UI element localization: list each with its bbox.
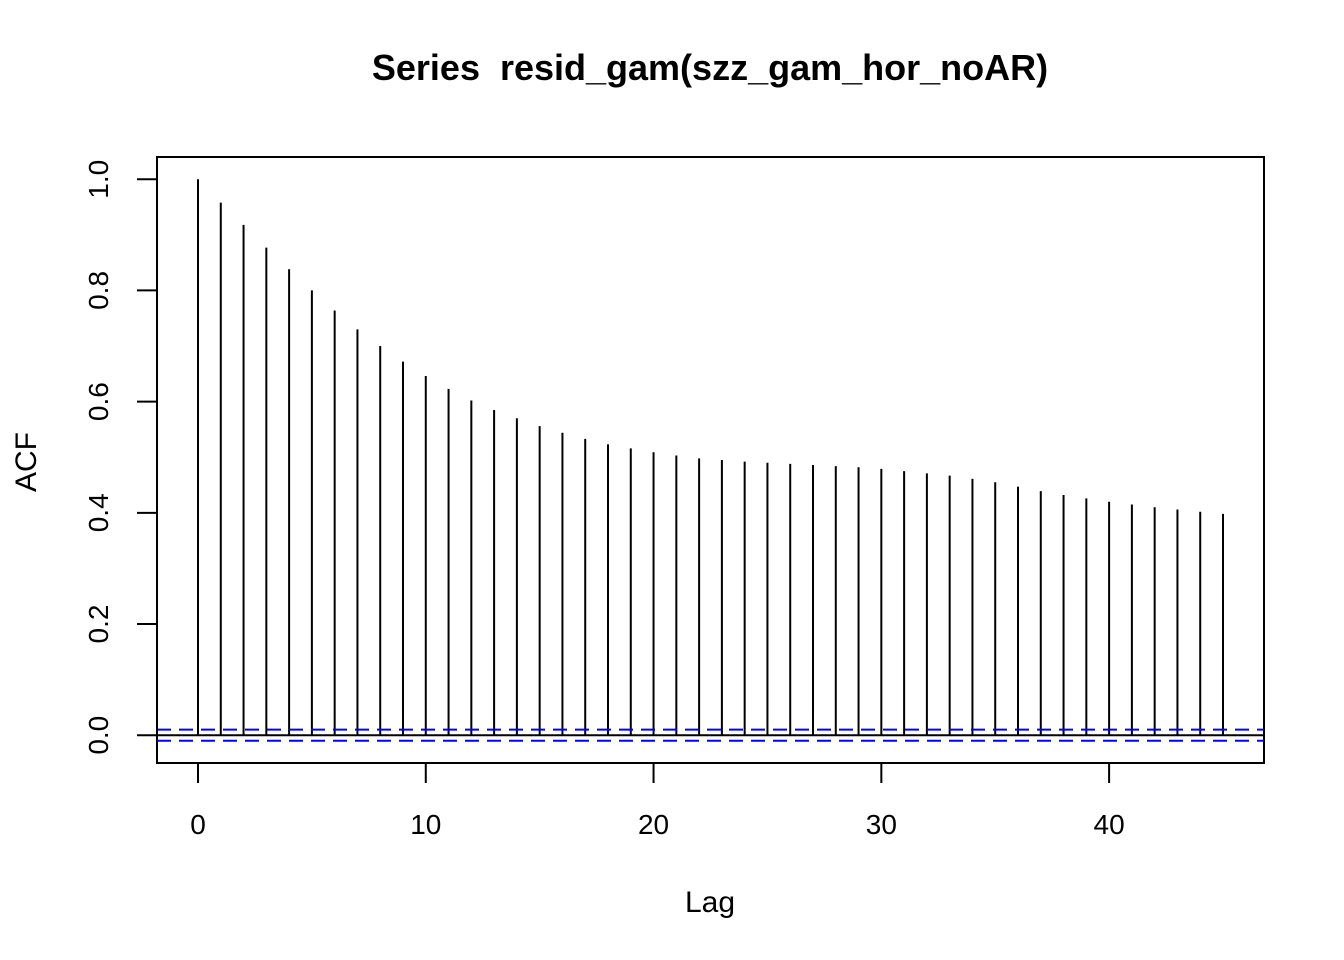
confidence-bounds bbox=[157, 728, 1264, 742]
x-tick-label: 40 bbox=[1094, 809, 1125, 840]
y-tick-label: 0.8 bbox=[83, 271, 114, 310]
y-tick-label: 0.0 bbox=[83, 716, 114, 755]
x-tick-label: 10 bbox=[410, 809, 441, 840]
y-tick-label: 1.0 bbox=[83, 160, 114, 199]
x-tick-label: 30 bbox=[866, 809, 897, 840]
x-tick-label: 0 bbox=[190, 809, 206, 840]
chart-title: Series resid_gam(szz_gam_hor_noAR) bbox=[372, 47, 1048, 88]
acf-bars bbox=[197, 179, 1224, 736]
x-axis-label: Lag bbox=[685, 886, 735, 919]
y-tick-label: 0.6 bbox=[83, 382, 114, 421]
y-tick-label: 0.4 bbox=[83, 493, 114, 532]
plot-frame bbox=[156, 156, 1265, 764]
x-tick-label: 20 bbox=[638, 809, 669, 840]
y-axis-label: ACF bbox=[10, 432, 43, 492]
y-axis: 0.0 0.2 0.4 0.6 0.8 1.0 bbox=[83, 160, 158, 755]
y-tick-label: 0.2 bbox=[83, 605, 114, 644]
x-axis: 0 10 20 30 40 bbox=[190, 762, 1125, 840]
